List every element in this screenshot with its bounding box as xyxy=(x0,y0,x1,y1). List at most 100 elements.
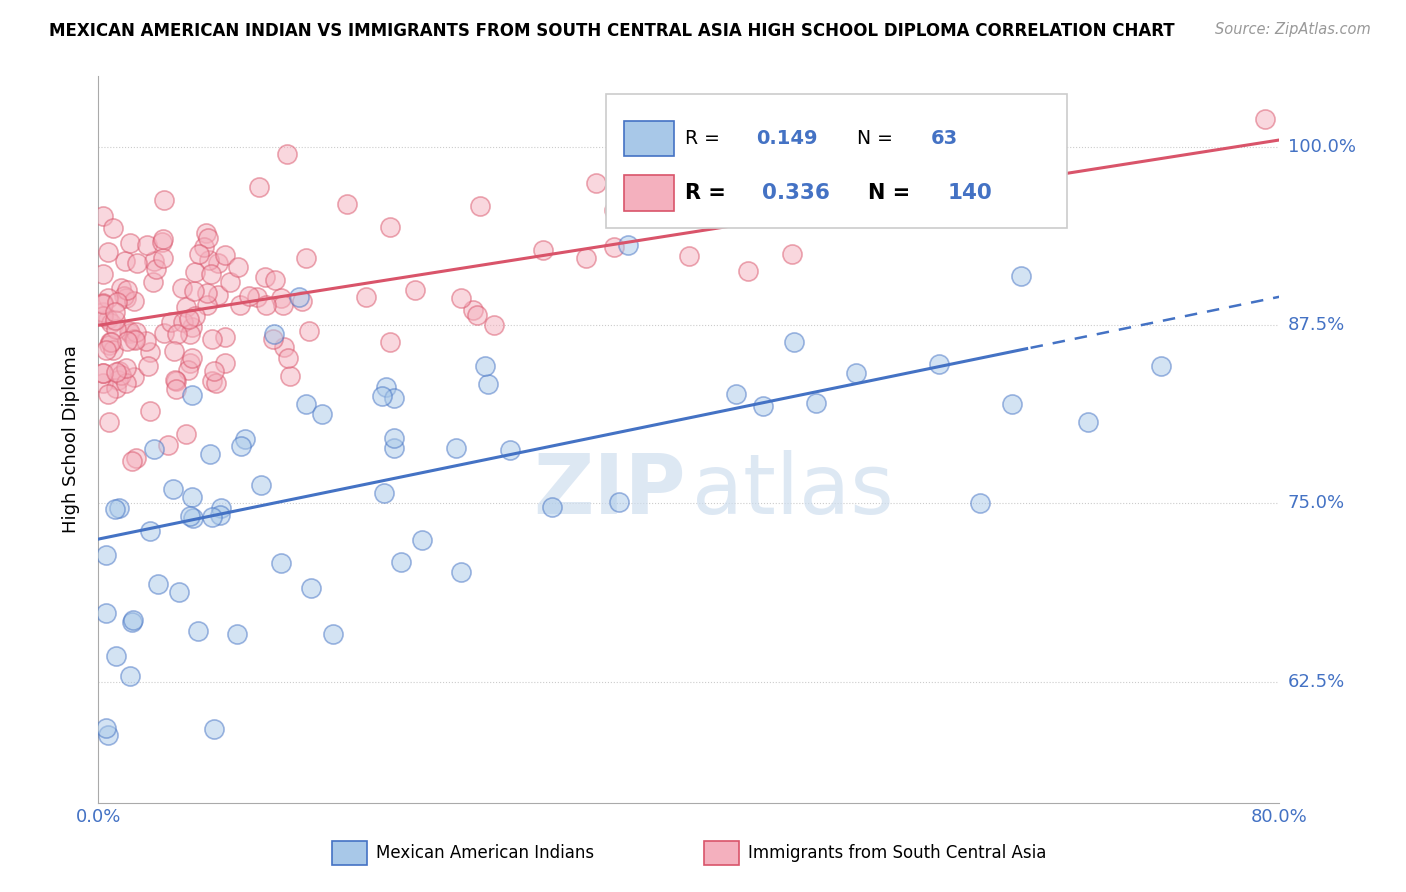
Point xyxy=(163,343,186,358)
Point xyxy=(115,334,138,349)
Point xyxy=(105,649,128,664)
Point xyxy=(107,363,129,377)
Point xyxy=(263,273,285,287)
Point xyxy=(118,669,141,683)
Point xyxy=(195,298,218,312)
Point xyxy=(97,291,120,305)
Point xyxy=(124,334,146,348)
Point xyxy=(97,245,120,260)
Point xyxy=(1254,112,1277,126)
Point xyxy=(678,249,700,263)
Point xyxy=(143,442,166,456)
Point xyxy=(276,147,298,161)
Point xyxy=(200,268,222,282)
Point xyxy=(373,485,395,500)
Point xyxy=(121,615,143,629)
Point xyxy=(139,404,162,418)
Text: N =: N = xyxy=(856,128,898,148)
Point xyxy=(291,293,314,308)
Point xyxy=(114,360,136,375)
Point xyxy=(91,209,114,223)
Point xyxy=(246,290,269,304)
Point xyxy=(138,345,160,359)
Point xyxy=(91,309,114,323)
Point xyxy=(278,369,301,384)
Point xyxy=(270,291,292,305)
Point xyxy=(263,326,285,341)
Point xyxy=(159,315,181,329)
Point xyxy=(179,327,201,342)
Point xyxy=(98,335,121,350)
Point xyxy=(783,335,806,350)
Point xyxy=(540,500,562,514)
Point xyxy=(122,293,145,308)
Point xyxy=(107,373,129,387)
Point xyxy=(214,329,236,343)
Point xyxy=(179,356,201,370)
Point xyxy=(382,431,405,445)
Point xyxy=(91,376,114,391)
Point xyxy=(105,294,128,309)
Text: R =: R = xyxy=(685,128,727,148)
Point xyxy=(238,289,260,303)
Point xyxy=(143,254,166,268)
Text: 0.336: 0.336 xyxy=(762,183,830,203)
Point xyxy=(183,265,205,279)
Text: 75.0%: 75.0% xyxy=(1288,494,1346,513)
Point xyxy=(107,501,129,516)
Text: 63: 63 xyxy=(931,128,957,148)
Point xyxy=(138,524,160,538)
Point xyxy=(91,297,114,311)
Point xyxy=(115,283,138,297)
Point xyxy=(125,325,148,339)
Point xyxy=(195,226,218,240)
Point xyxy=(91,366,114,380)
Point xyxy=(477,376,499,391)
Point xyxy=(98,416,121,430)
Point xyxy=(181,490,204,504)
Point xyxy=(179,508,201,523)
Point xyxy=(148,577,170,591)
Point xyxy=(235,432,257,446)
Point xyxy=(201,375,224,389)
Point xyxy=(725,387,748,401)
Point xyxy=(114,254,136,268)
Point xyxy=(214,248,236,262)
Point xyxy=(1001,397,1024,411)
Point xyxy=(152,252,174,266)
Point xyxy=(163,373,186,387)
Point xyxy=(277,351,299,366)
Point xyxy=(253,270,276,285)
Point xyxy=(94,548,117,562)
Point xyxy=(499,442,522,457)
Point xyxy=(97,311,120,326)
Point xyxy=(187,624,209,639)
Point xyxy=(229,298,252,312)
Point xyxy=(202,722,225,736)
Point xyxy=(181,510,204,524)
Point xyxy=(105,381,128,395)
Point xyxy=(384,392,406,406)
Point xyxy=(378,220,401,235)
Point xyxy=(135,334,157,349)
Text: Immigrants from South Central Asia: Immigrants from South Central Asia xyxy=(748,844,1046,862)
Point xyxy=(103,343,125,357)
Point xyxy=(219,275,242,289)
Point xyxy=(195,285,218,300)
Point xyxy=(110,281,132,295)
Point xyxy=(100,316,122,330)
Point xyxy=(482,318,505,332)
Point xyxy=(115,376,138,391)
Text: Mexican American Indians: Mexican American Indians xyxy=(375,844,595,862)
Point xyxy=(737,264,759,278)
Point xyxy=(162,482,184,496)
FancyBboxPatch shape xyxy=(624,120,673,156)
Point xyxy=(382,441,405,455)
Point xyxy=(112,289,135,303)
Point xyxy=(226,260,249,275)
Point xyxy=(152,232,174,246)
Point xyxy=(378,335,401,350)
Point xyxy=(91,296,114,310)
Point xyxy=(474,359,496,373)
Point xyxy=(613,168,636,182)
